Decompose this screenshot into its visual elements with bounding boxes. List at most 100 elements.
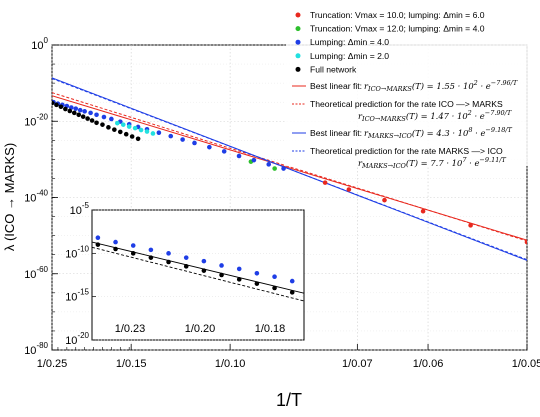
y-tick-label: 10-80 — [24, 341, 48, 357]
legend-label: Best linear fit: — [310, 81, 362, 91]
point-series-layer — [52, 99, 527, 245]
data-point — [281, 166, 286, 171]
data-point — [138, 127, 144, 133]
inset-data-point — [113, 246, 118, 252]
data-point — [58, 104, 64, 110]
legend-equation: rICO→MARKS(T) = 1.55 · 102 · e−7.96/T — [364, 79, 518, 93]
data-point — [109, 116, 114, 122]
inset-data-point — [272, 274, 277, 280]
inset-chart: 10-5 10-10 10-15 10-20 1/0.23 1/0.20 1/0.18 — [65, 201, 305, 347]
data-point — [80, 114, 86, 119]
inset-series-layer — [92, 235, 304, 302]
series-line-5 — [52, 95, 527, 241]
series-line-6 — [52, 92, 527, 242]
x-tick-label: 1/0.06 — [413, 358, 444, 370]
inset-x-tick-label: 1/0.20 — [185, 323, 216, 335]
inset-data-point — [130, 243, 136, 248]
x-axis: 1/0.25 1/0.15 1/0.10 1/0.07 1/0.06 1/0.05 — [37, 344, 540, 370]
x-axis-title: 1/T — [276, 390, 302, 410]
y-axis-title: λ (ICO → MARKS) — [2, 143, 17, 251]
inset-data-point — [272, 285, 277, 291]
data-point — [322, 180, 328, 185]
inset-data-point — [148, 247, 154, 253]
data-point — [420, 208, 426, 214]
inset-data-point — [201, 268, 207, 273]
legend-equation: rMARKS→ICO(T) = 7.7 · 107 · e−9.11/T — [358, 156, 507, 170]
data-point — [71, 110, 77, 116]
data-point — [132, 125, 138, 131]
inset-data-point — [289, 278, 295, 284]
x-tick-label: 1/0.10 — [215, 358, 246, 370]
data-point — [120, 122, 126, 127]
y-axis: 100 10-20 10-40 10-60 10-80 — [24, 36, 58, 357]
inset-y-tick-label: 10-20 — [65, 331, 89, 347]
legend-label: Truncation: Vmax = 12.0; lumping: Δmin =… — [310, 24, 485, 34]
inset-data-point — [148, 255, 154, 260]
legend-background — [286, 6, 536, 166]
inset-data-point — [183, 255, 189, 260]
legend-marker — [295, 12, 301, 18]
line-series-layer — [52, 77, 527, 261]
inset-x-tick-label: 1/0.23 — [115, 323, 146, 335]
legend-equation: rMARKS→ICO(T) = 4.3 · 108 · e−9.18/T — [364, 126, 513, 140]
data-point — [221, 149, 227, 154]
data-point — [468, 223, 473, 228]
data-point — [88, 110, 93, 116]
data-point — [76, 112, 82, 118]
data-point — [168, 133, 174, 139]
inset-frame — [91, 209, 305, 341]
data-point — [123, 131, 129, 137]
data-point — [85, 116, 90, 121]
data-point — [82, 109, 87, 114]
inset-y-tick-label: 10-15 — [65, 288, 89, 304]
data-point — [272, 166, 277, 171]
data-point — [94, 112, 99, 118]
inset-data-point — [236, 266, 242, 272]
inset-data-point — [113, 239, 118, 245]
legend-marker — [295, 39, 301, 45]
legend-label: Lumping: Δmin = 2.0 — [310, 51, 389, 61]
data-point — [112, 127, 117, 132]
data-point — [144, 129, 150, 134]
data-point — [180, 137, 185, 142]
y-tick-label: 10-40 — [24, 189, 48, 205]
y-tick-label: 10-20 — [24, 112, 48, 128]
series-line-7 — [52, 77, 527, 261]
x-tick-label: 1/0.07 — [342, 358, 373, 370]
x-tick-label: 1/0.15 — [116, 358, 147, 370]
y-tick-label: 100 — [31, 36, 48, 52]
data-point — [68, 105, 74, 110]
data-point — [129, 134, 135, 139]
x-tick-label: 1/0.05 — [512, 358, 540, 370]
data-point — [115, 120, 120, 126]
legend: Truncation: Vmax = 10.0; lumping: Δmin =… — [286, 6, 536, 170]
data-point — [100, 122, 105, 127]
data-point — [54, 102, 59, 108]
legend-label: Theoretical prediction for the rate ICO … — [310, 99, 503, 109]
inset-y-tick-label: 10-5 — [70, 201, 90, 217]
data-point — [524, 239, 527, 245]
data-point — [77, 107, 83, 113]
inset-data-point — [95, 242, 101, 247]
data-point — [94, 120, 99, 126]
data-point — [52, 100, 55, 106]
inset-data-point — [166, 259, 171, 265]
data-point — [135, 136, 141, 142]
data-point — [251, 157, 257, 163]
inset-data-point — [95, 235, 101, 241]
series-layer — [52, 77, 527, 261]
inset-data-point — [219, 272, 224, 278]
y-tick-label: 10-60 — [24, 265, 48, 281]
inset-data-point — [254, 281, 260, 286]
inset-data-point — [289, 290, 295, 295]
data-point — [236, 153, 242, 159]
data-point — [63, 106, 68, 112]
data-point — [126, 124, 132, 129]
inset-data-point — [201, 258, 207, 264]
data-point — [67, 108, 73, 114]
inset-data-point — [130, 251, 136, 256]
data-point — [117, 129, 123, 135]
data-point — [73, 106, 79, 111]
legend-label: Truncation: Vmax = 10.0; lumping: Δmin =… — [310, 10, 485, 20]
